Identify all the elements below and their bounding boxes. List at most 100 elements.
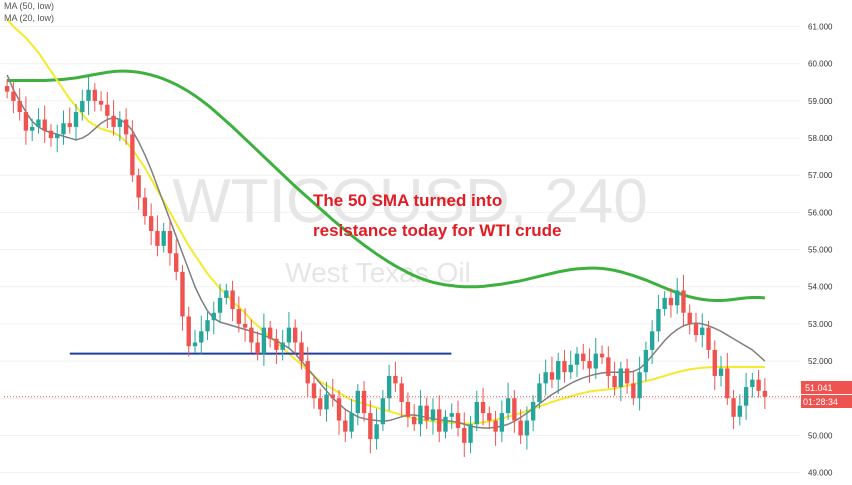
y-tick-label: 57.000 — [808, 171, 833, 180]
candle-body — [731, 398, 736, 417]
candle-body — [42, 119, 47, 131]
price-axis[interactable]: 49.00050.00051.00052.00053.00054.00055.0… — [800, 0, 852, 485]
candle-body — [117, 119, 123, 127]
candle-body — [67, 123, 72, 127]
candle-body — [480, 401, 486, 414]
candle-body — [474, 401, 479, 425]
candle-body — [180, 271, 185, 317]
candle-body — [549, 372, 555, 380]
candle-body — [242, 323, 248, 328]
candle-body — [286, 327, 292, 343]
ma200-line — [7, 69, 765, 302]
candle-body — [762, 390, 768, 397]
candle-body — [668, 297, 674, 306]
candle-body — [743, 387, 749, 406]
candle-body — [487, 413, 492, 421]
candle-body — [418, 405, 423, 425]
candle-body — [411, 416, 417, 425]
candle-body — [155, 230, 160, 246]
candle-body — [11, 91, 16, 101]
candle-body — [587, 361, 592, 369]
y-tick-label: 53.000 — [808, 320, 833, 329]
candle-body — [361, 390, 367, 414]
y-tick-label: 61.000 — [808, 23, 833, 32]
candle-body — [255, 342, 260, 354]
candle-body — [186, 316, 191, 347]
candle-body — [73, 112, 79, 127]
candle-body — [267, 327, 273, 339]
candle-body — [61, 123, 66, 135]
candle-body — [606, 357, 611, 376]
annotation-line-1: The 50 SMA turned into — [313, 191, 502, 210]
candle-body — [599, 353, 605, 358]
candle-body — [662, 297, 667, 310]
candle-body — [148, 216, 154, 231]
candle-body — [700, 327, 705, 336]
candle-body — [443, 416, 448, 432]
candle-body — [493, 420, 498, 432]
candle-body — [349, 413, 354, 432]
y-tick-label: 54.000 — [808, 283, 833, 292]
candle-body — [756, 379, 761, 391]
ma20-line — [6, 74, 766, 429]
candle-body — [455, 413, 461, 428]
candlesticks — [4, 75, 768, 457]
y-tick-label: 50.000 — [808, 431, 833, 440]
candle-body — [336, 398, 342, 421]
y-tick-label: 60.000 — [808, 60, 833, 69]
candle-body — [618, 368, 624, 388]
y-tick-label: 59.000 — [808, 97, 833, 106]
candle-body — [249, 327, 254, 343]
candle-body — [4, 86, 10, 92]
candle-body — [236, 309, 242, 324]
candle-body — [192, 342, 198, 347]
candle-body — [36, 119, 41, 127]
candle-body — [649, 331, 655, 350]
candle-body — [581, 353, 586, 362]
candle-body — [393, 375, 398, 384]
y-tick-label: 52.000 — [808, 357, 833, 366]
candle-body — [261, 327, 267, 354]
legend-ma20[interactable]: MA (20, low) — [4, 13, 55, 23]
candle-body — [161, 230, 166, 246]
candle-body — [374, 424, 379, 440]
candle-body — [562, 361, 567, 373]
candle-body — [512, 398, 517, 421]
candle-body — [368, 413, 373, 440]
watermark-symbol: WTICOUSD, 240 — [172, 167, 647, 236]
candle-body — [499, 413, 505, 432]
candle-body — [462, 427, 467, 443]
current-price-label: 51.041 — [805, 383, 833, 393]
candle-body — [330, 394, 335, 399]
current-price-tag: 51.041 01:28:34 — [801, 381, 852, 408]
candle-body — [631, 383, 636, 399]
candle-body — [343, 420, 348, 432]
candle-body — [355, 390, 361, 414]
candle-body — [17, 100, 22, 113]
candle-body — [693, 323, 699, 336]
candle-body — [199, 331, 204, 343]
candle-body — [637, 372, 642, 399]
candle-body — [142, 197, 148, 217]
candle-body — [380, 398, 386, 425]
annotation-line-2: resistance today for WTI crude — [313, 221, 561, 240]
candle-body — [718, 368, 724, 376]
candle-body — [449, 413, 454, 417]
legend-ma50[interactable]: MA (50, low) — [4, 1, 55, 11]
candle-body — [437, 409, 442, 432]
y-tick-label: 55.000 — [808, 246, 833, 255]
candle-body — [324, 394, 329, 410]
candle-body — [656, 309, 661, 332]
candle-body — [105, 104, 110, 116]
candle-body — [405, 401, 411, 417]
y-tick-label: 49.000 — [808, 469, 833, 478]
candle-body — [386, 375, 392, 399]
candle-body — [123, 119, 129, 135]
candle-body — [80, 100, 85, 113]
candle-body — [675, 290, 680, 306]
candle-body — [136, 175, 141, 198]
countdown-label: 01:28:34 — [803, 397, 838, 407]
candle-body — [98, 100, 104, 105]
candle-body — [468, 424, 473, 443]
